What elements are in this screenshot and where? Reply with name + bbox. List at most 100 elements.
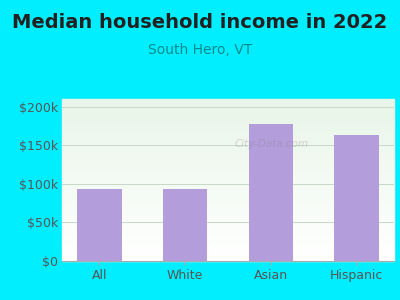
Bar	[62, 203, 394, 204]
Bar	[62, 100, 394, 102]
Bar	[62, 133, 394, 135]
Bar	[62, 254, 394, 256]
Bar	[62, 172, 394, 173]
Bar	[62, 170, 394, 172]
Bar	[62, 107, 394, 109]
Bar	[62, 148, 394, 149]
Bar	[62, 118, 394, 120]
Bar	[62, 167, 394, 169]
Bar	[248, 124, 293, 261]
Bar	[62, 198, 394, 200]
Bar	[62, 190, 394, 191]
Bar	[62, 232, 394, 233]
Bar	[334, 135, 379, 261]
Bar	[62, 183, 394, 185]
Bar	[62, 256, 394, 258]
Bar	[62, 251, 394, 253]
Bar	[62, 196, 394, 198]
Bar	[62, 152, 394, 154]
Bar	[62, 122, 394, 123]
Bar	[62, 140, 394, 141]
Bar	[62, 211, 394, 212]
Bar	[62, 115, 394, 117]
Bar	[62, 187, 394, 188]
Bar	[62, 160, 394, 162]
Bar	[62, 128, 394, 130]
Text: South Hero, VT: South Hero, VT	[148, 44, 252, 58]
Bar	[62, 258, 394, 260]
Bar	[62, 214, 394, 216]
Bar	[62, 212, 394, 214]
Bar	[62, 109, 394, 110]
Bar	[62, 220, 394, 222]
Bar	[62, 120, 394, 122]
Bar	[62, 154, 394, 156]
Bar	[62, 177, 394, 178]
Bar	[62, 233, 394, 235]
Bar	[62, 201, 394, 203]
Bar	[62, 173, 394, 175]
Bar	[62, 222, 394, 224]
Bar	[62, 127, 394, 128]
Bar	[62, 209, 394, 211]
Bar	[62, 151, 394, 152]
Bar	[163, 189, 208, 261]
Bar	[62, 175, 394, 177]
Bar	[62, 248, 394, 250]
Bar	[62, 204, 394, 206]
Bar	[62, 260, 394, 261]
Bar	[62, 102, 394, 104]
Bar	[62, 162, 394, 164]
Bar	[62, 157, 394, 159]
Bar	[62, 250, 394, 251]
Bar	[62, 104, 394, 106]
Bar	[62, 188, 394, 190]
Bar	[62, 216, 394, 217]
Bar	[62, 143, 394, 144]
Bar	[62, 112, 394, 114]
Bar	[62, 225, 394, 227]
Bar	[62, 141, 394, 143]
Bar	[62, 253, 394, 254]
Bar	[62, 159, 394, 160]
Bar	[62, 169, 394, 170]
Bar	[62, 238, 394, 240]
Bar	[62, 235, 394, 237]
Bar	[62, 206, 394, 208]
Bar	[62, 125, 394, 127]
Bar	[62, 195, 394, 196]
Bar	[62, 185, 394, 187]
Bar	[62, 106, 394, 107]
Bar	[62, 237, 394, 238]
Bar	[62, 240, 394, 242]
Bar	[62, 208, 394, 209]
Bar	[62, 230, 394, 232]
Bar	[62, 149, 394, 151]
Bar	[62, 200, 394, 201]
Text: City-Data.com: City-Data.com	[234, 140, 308, 149]
Bar	[62, 114, 394, 115]
Bar	[62, 178, 394, 180]
Bar	[62, 191, 394, 193]
Bar	[62, 227, 394, 229]
Bar	[62, 99, 394, 100]
Bar	[62, 243, 394, 245]
Bar	[62, 117, 394, 118]
Bar	[62, 229, 394, 230]
Bar	[62, 242, 394, 243]
Bar	[62, 219, 394, 220]
Bar	[62, 165, 394, 167]
Bar	[62, 182, 394, 183]
Bar	[62, 224, 394, 225]
Text: Median household income in 2022: Median household income in 2022	[12, 14, 388, 32]
Bar	[62, 131, 394, 133]
Bar	[62, 164, 394, 165]
Bar	[62, 110, 394, 112]
Bar	[62, 193, 394, 195]
Bar	[62, 123, 394, 125]
Bar	[62, 245, 394, 246]
Bar	[62, 144, 394, 146]
Bar	[62, 138, 394, 140]
Bar	[62, 180, 394, 182]
Bar	[77, 189, 122, 261]
